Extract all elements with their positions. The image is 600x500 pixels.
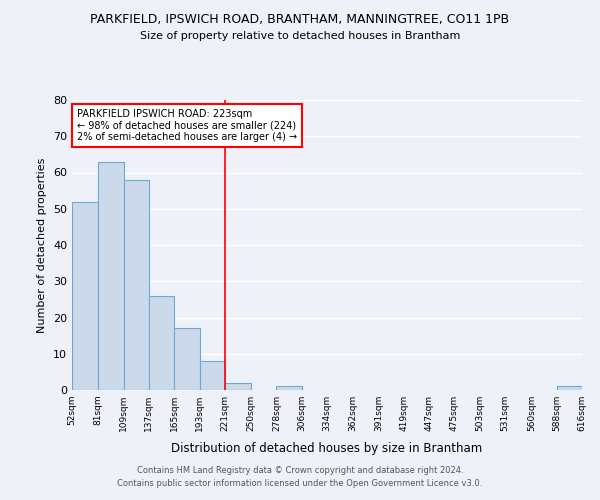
X-axis label: Distribution of detached houses by size in Brantham: Distribution of detached houses by size … xyxy=(172,442,482,456)
Bar xyxy=(98,162,124,390)
Bar xyxy=(124,180,149,390)
Bar xyxy=(149,296,174,390)
Text: PARKFIELD IPSWICH ROAD: 223sqm
← 98% of detached houses are smaller (224)
2% of : PARKFIELD IPSWICH ROAD: 223sqm ← 98% of … xyxy=(77,108,297,142)
Bar xyxy=(174,328,199,390)
Text: Contains HM Land Registry data © Crown copyright and database right 2024.
Contai: Contains HM Land Registry data © Crown c… xyxy=(118,466,482,487)
Bar xyxy=(277,386,302,390)
Text: Size of property relative to detached houses in Brantham: Size of property relative to detached ho… xyxy=(140,31,460,41)
Y-axis label: Number of detached properties: Number of detached properties xyxy=(37,158,47,332)
Bar xyxy=(557,386,582,390)
Bar xyxy=(72,202,98,390)
Bar xyxy=(199,361,225,390)
Text: PARKFIELD, IPSWICH ROAD, BRANTHAM, MANNINGTREE, CO11 1PB: PARKFIELD, IPSWICH ROAD, BRANTHAM, MANNI… xyxy=(91,12,509,26)
Bar xyxy=(225,383,251,390)
